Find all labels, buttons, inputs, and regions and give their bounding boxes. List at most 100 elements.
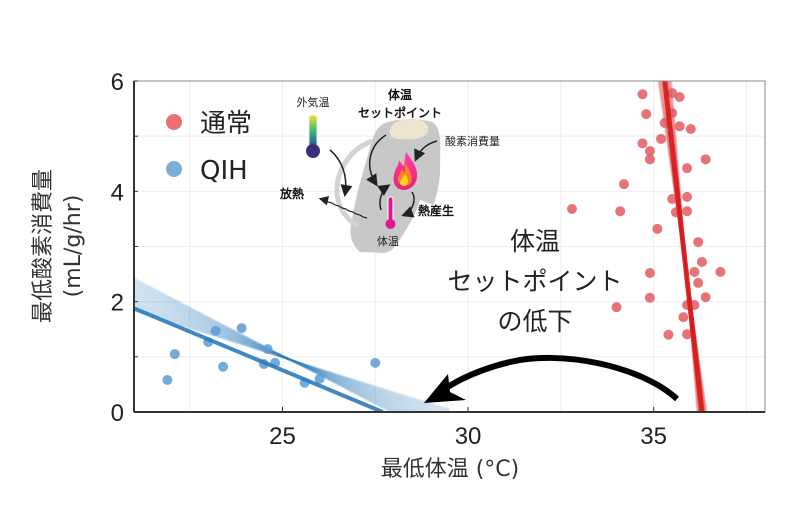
point-normal (667, 88, 678, 99)
point-normal (637, 138, 648, 149)
fit-sample-line (134, 281, 398, 412)
point-qih (169, 349, 180, 360)
legend-label-qih: QIH (200, 156, 248, 186)
fit-sample-line (134, 308, 450, 412)
point-normal (674, 91, 685, 102)
point-normal (685, 123, 696, 134)
inset-setpoint-label-1: 体温 (388, 87, 412, 102)
setpoint-drop-arrowhead (424, 374, 466, 403)
arrow-oxygen-to-flame (414, 140, 438, 162)
point-normal (637, 89, 648, 100)
fit-sample-line (134, 292, 418, 412)
setpoint-drop-annotation: 体温 セットポイント の低下 (424, 227, 680, 403)
fit-line-qih (134, 306, 384, 412)
y-axis-title-line2: (mL/g/hr) (61, 195, 86, 298)
y-axis-title-line1: 最低酸素消費量 (31, 169, 56, 323)
arrow-flame-to-body (401, 191, 415, 218)
legend: 通常 QIH (166, 109, 252, 186)
x-tick-label: 25 (269, 423, 296, 450)
fit-sample-line (134, 298, 429, 412)
body-thermometer-bulb-icon (385, 219, 396, 229)
outside-thermometer-bulb-icon (306, 144, 320, 158)
point-normal (611, 302, 622, 313)
brain-icon (389, 119, 429, 140)
point-normal (663, 329, 674, 340)
point-normal (644, 292, 655, 303)
point-qih (262, 344, 273, 355)
point-qih (210, 325, 221, 336)
point-normal (682, 206, 693, 217)
arrow-outside-to-body (329, 149, 353, 197)
fit-sample-line (134, 296, 426, 412)
arrow-body-to-setpoint (377, 184, 391, 211)
point-qih (236, 323, 247, 334)
x-tick-label: 30 (455, 423, 482, 450)
point-qih (314, 373, 325, 384)
x-axis-title: 最低体温 (°C) (381, 457, 520, 482)
point-normal (678, 312, 689, 323)
point-normal (566, 203, 577, 214)
fit-sample-line (134, 283, 402, 412)
inset-body-temp-label: 体温 (377, 234, 399, 248)
body-thermometer-icon (387, 196, 394, 222)
arrow-setpoint-down (366, 134, 387, 187)
annotation-line-2: セットポイント (447, 267, 622, 296)
heat-loss-wavy-arrow (318, 196, 368, 219)
point-qih (370, 357, 381, 368)
point-normal (696, 256, 707, 267)
fit-sample-line (134, 299, 432, 412)
fit-sample-line (134, 307, 450, 412)
fit-sample-line (134, 286, 406, 412)
point-normal (644, 154, 655, 165)
point-normal (682, 191, 693, 202)
fit-sample-line (134, 291, 415, 412)
legend-marker-normal (166, 114, 182, 130)
y-tick-label: 2 (111, 290, 124, 317)
outside-thermometer-icon (308, 114, 318, 149)
point-normal (641, 109, 652, 120)
point-normal (715, 266, 726, 277)
fit-sample-line (134, 279, 397, 412)
point-normal (700, 292, 711, 303)
point-normal (615, 206, 626, 217)
fit-lines (134, 81, 705, 412)
annotation-line-3: の低下 (497, 307, 572, 336)
flame-core-icon (400, 174, 409, 187)
fit-sample-line (134, 277, 393, 412)
inset-heat-loss-label: 放熱 (279, 186, 304, 201)
point-normal (656, 133, 667, 144)
fit-sample-line (134, 294, 420, 412)
fit-sample-line (134, 303, 442, 412)
point-normal (652, 223, 663, 234)
fit-sample-line (134, 278, 395, 412)
fit-sample-line (134, 304, 445, 412)
x-tick-label: 35 (640, 423, 667, 450)
point-normal (618, 179, 629, 190)
fit-sample-line (134, 301, 438, 412)
point-qih (218, 361, 229, 372)
point-normal (644, 146, 655, 157)
fit-sample-line (134, 289, 411, 412)
ticks: 25 30 35 0 2 4 6 (111, 69, 667, 450)
point-normal (689, 266, 700, 277)
fit-line-normal (662, 81, 705, 412)
legend-label-normal: 通常 (200, 109, 252, 139)
point-normal (693, 237, 704, 248)
mouse-body-shape (350, 119, 441, 253)
fit-sample-line (134, 285, 404, 412)
fit-sample-line (134, 295, 423, 412)
fit-sample-line (134, 290, 413, 412)
point-normal (674, 121, 685, 132)
fit-sample-line (134, 300, 435, 412)
fit-sample-line (134, 305, 449, 412)
point-normal (644, 267, 655, 278)
annotation-line-1: 体温 (510, 227, 560, 256)
point-normal (693, 277, 704, 288)
fit-sample-line (134, 287, 408, 412)
point-normal (682, 329, 693, 340)
inset-diagram: 外気温 体温 セットポイント 酸素消費量 放熱 熱産生 体温 (279, 87, 500, 253)
y-tick-label: 6 (111, 69, 124, 96)
y-tick-label: 4 (111, 179, 124, 206)
point-normal (682, 163, 693, 174)
